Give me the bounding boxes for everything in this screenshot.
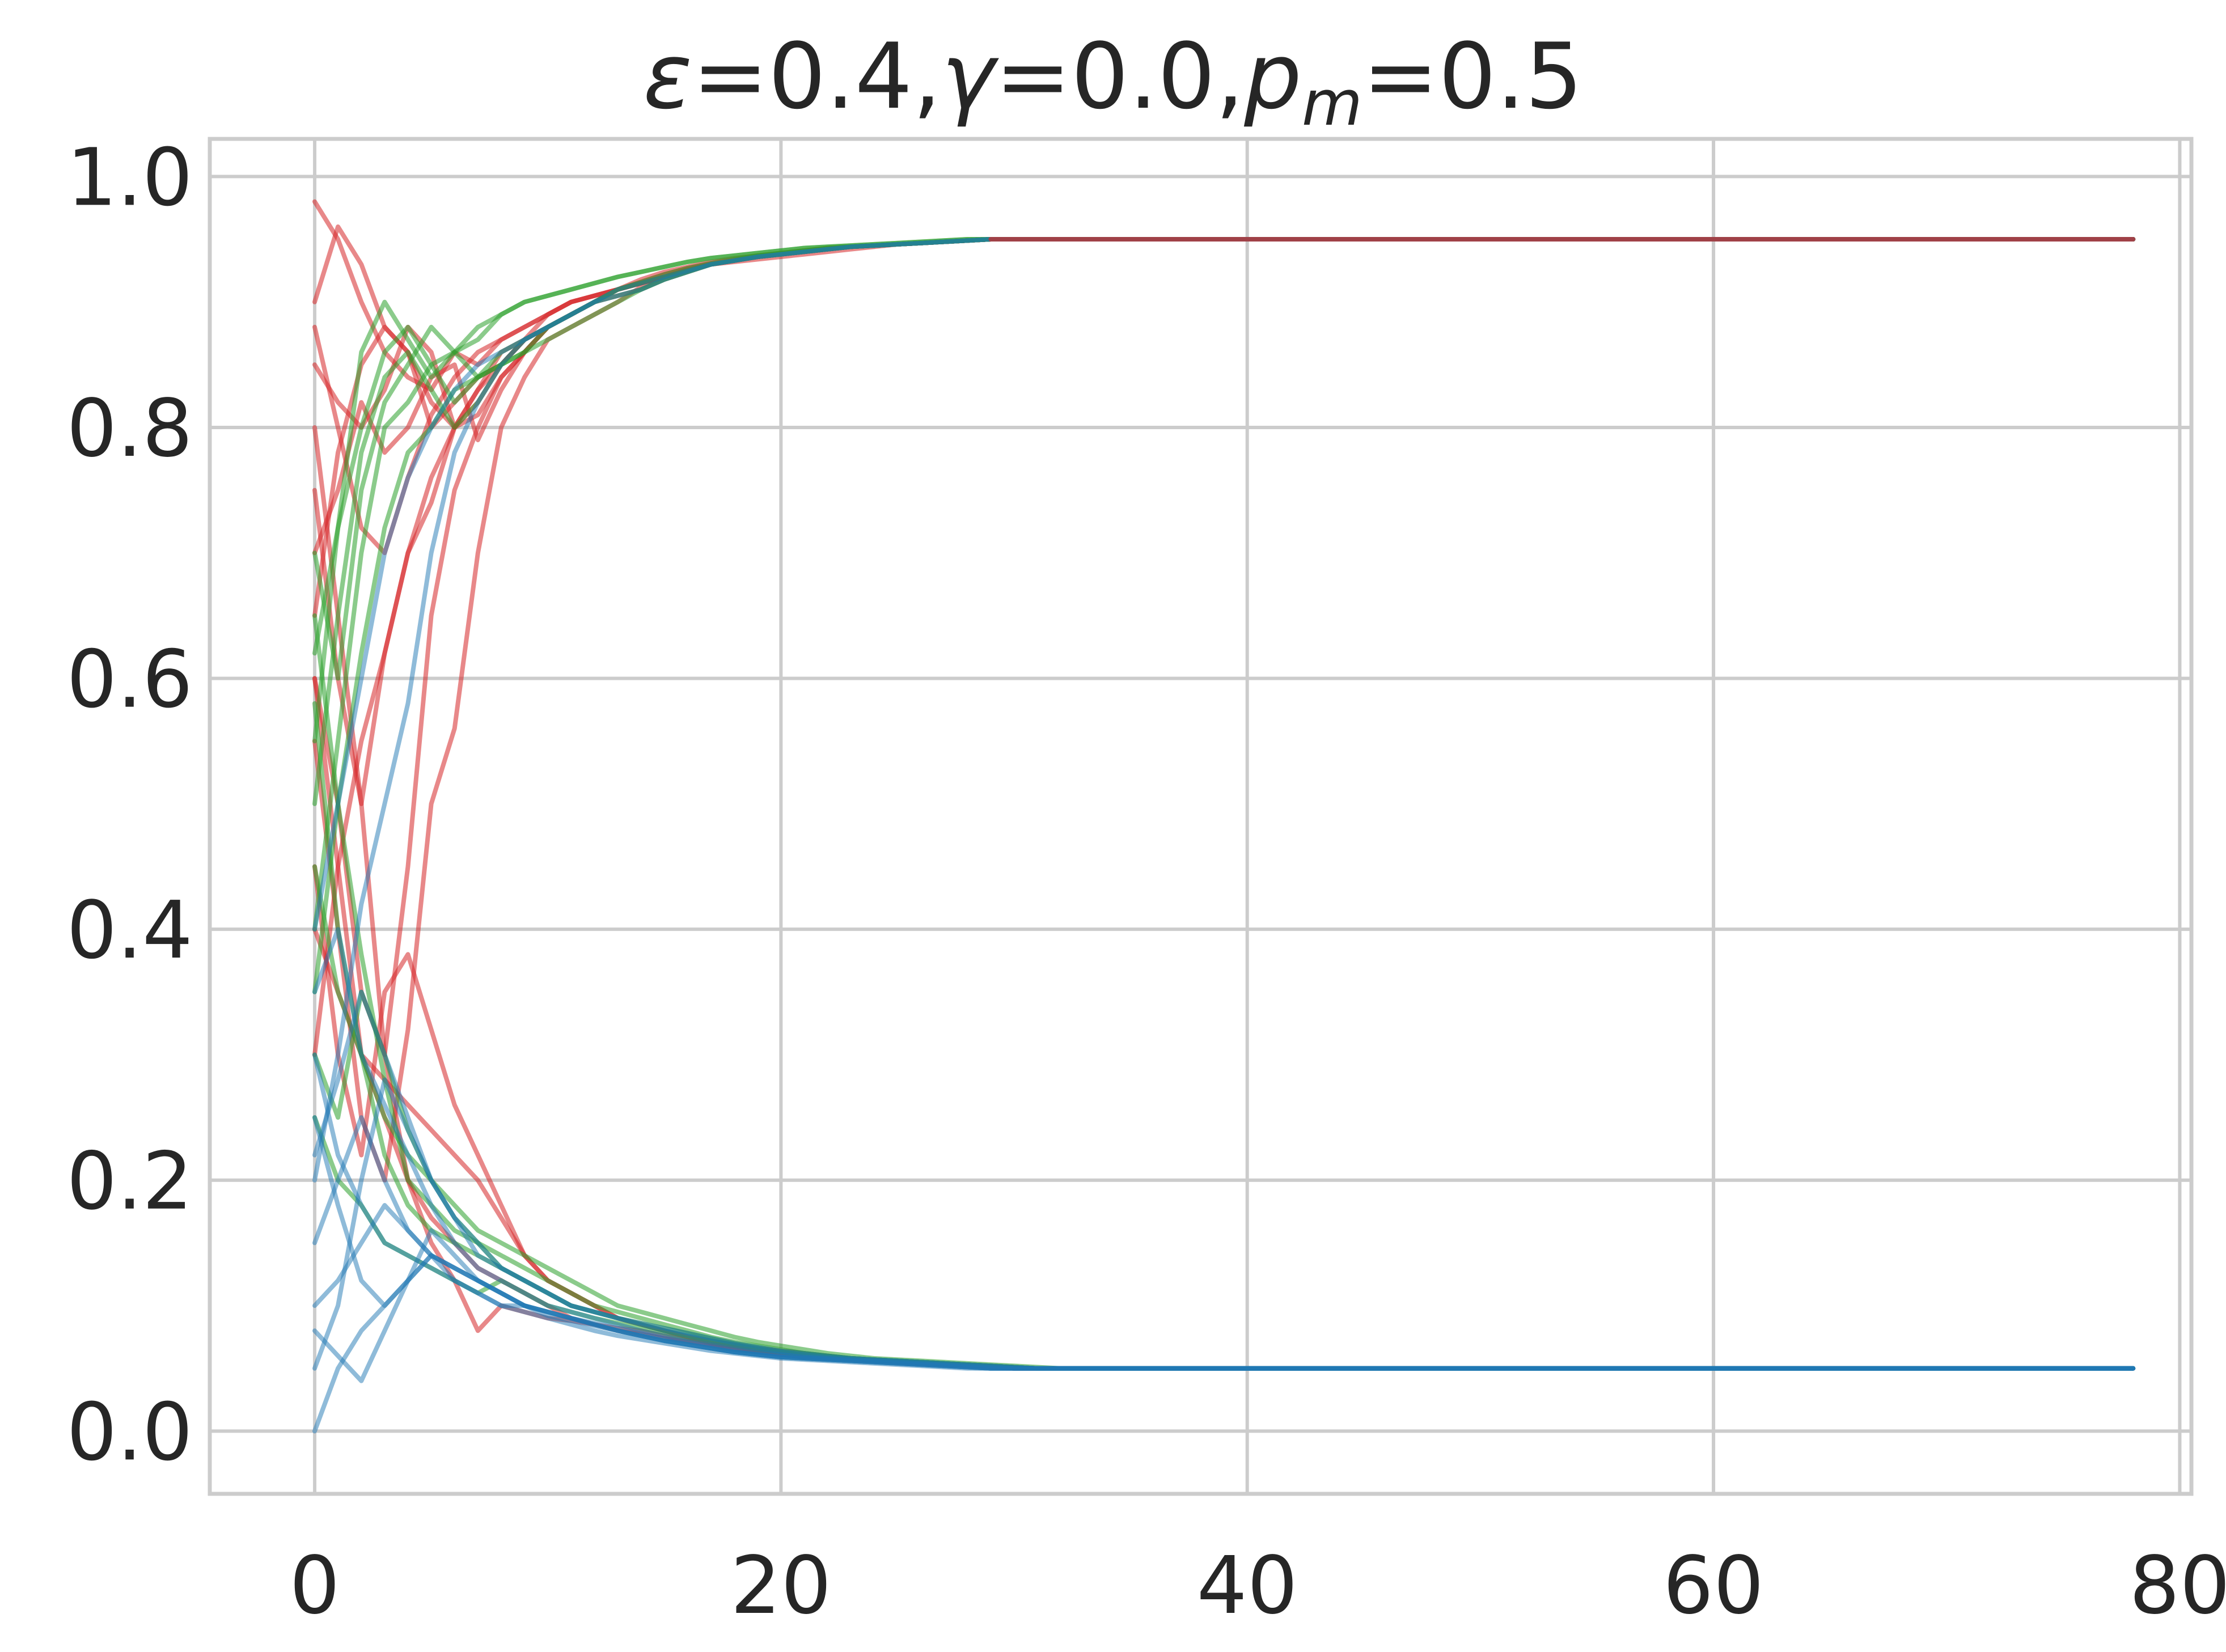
x-tick-label: 20 bbox=[730, 1540, 831, 1632]
title-epsilon-label: ε bbox=[643, 23, 692, 129]
y-tick-label: 0.0 bbox=[66, 1386, 193, 1479]
title-epsilon-value: =0.4, bbox=[692, 23, 941, 129]
grid-lines bbox=[210, 139, 2191, 1494]
y-tick-label: 0.6 bbox=[66, 634, 193, 726]
series-lines bbox=[312, 199, 2136, 1434]
x-axis-ticks: 0 20 40 60 80 bbox=[289, 1540, 2226, 1632]
y-tick-label: 0.8 bbox=[66, 383, 193, 475]
x-tick-label: 60 bbox=[1663, 1540, 1764, 1632]
y-axis-ticks: 0.0 0.2 0.4 0.6 0.8 1.0 bbox=[66, 132, 193, 1479]
title-p-subscript: m bbox=[1302, 67, 1362, 139]
title-gamma-label: γ bbox=[941, 23, 999, 129]
x-tick-label: 80 bbox=[2129, 1540, 2226, 1632]
title-gamma-value: =0.0, bbox=[995, 23, 1244, 129]
y-tick-label: 0.2 bbox=[66, 1136, 193, 1228]
y-tick-label: 1.0 bbox=[66, 132, 193, 224]
x-tick-label: 40 bbox=[1197, 1540, 1298, 1632]
title-p-value: =0.5 bbox=[1362, 23, 1583, 129]
y-tick-label: 0.4 bbox=[66, 884, 193, 977]
x-tick-label: 0 bbox=[289, 1540, 340, 1632]
chart-title: ε=0.4,γ=0.0,pm=0.5 bbox=[643, 23, 1582, 139]
title-p-label: p bbox=[1243, 23, 1302, 129]
plot-frame bbox=[208, 137, 2194, 1496]
